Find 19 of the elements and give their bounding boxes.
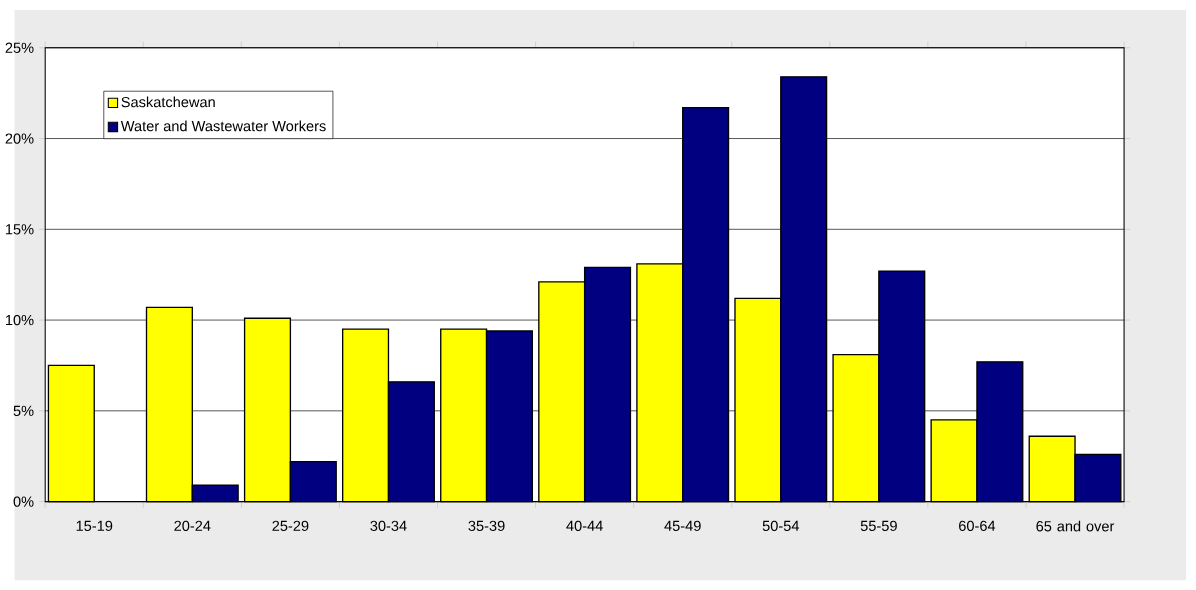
legend-label: Saskatchewan — [121, 96, 215, 108]
x-tick-label: 50-54 — [762, 520, 800, 531]
y-tick-label: 10% — [5, 314, 34, 326]
x-tick-label: 35-39 — [468, 520, 505, 531]
x-tick-label: 40-44 — [566, 520, 603, 531]
y-tick-label: 0% — [13, 496, 34, 507]
x-tick-label: 60-64 — [959, 520, 996, 531]
x-tick-label: 20-24 — [174, 520, 211, 531]
y-tick-label: 20% — [5, 133, 34, 144]
x-tick-label: 30-34 — [370, 520, 407, 531]
x-tick-label: 25-29 — [272, 520, 309, 531]
x-tick-label: 55-59 — [860, 520, 897, 531]
y-tick-label: 25% — [5, 42, 34, 53]
x-tick-label: 45-49 — [664, 520, 701, 531]
legend-label: Water and Wastewater Workers — [120, 120, 326, 132]
y-tick-label: 5% — [13, 405, 34, 416]
y-tick-label: 15% — [5, 224, 34, 235]
x-tick-label: 15-19 — [76, 520, 113, 531]
x-tick-label: 65 and over — [1036, 520, 1115, 532]
